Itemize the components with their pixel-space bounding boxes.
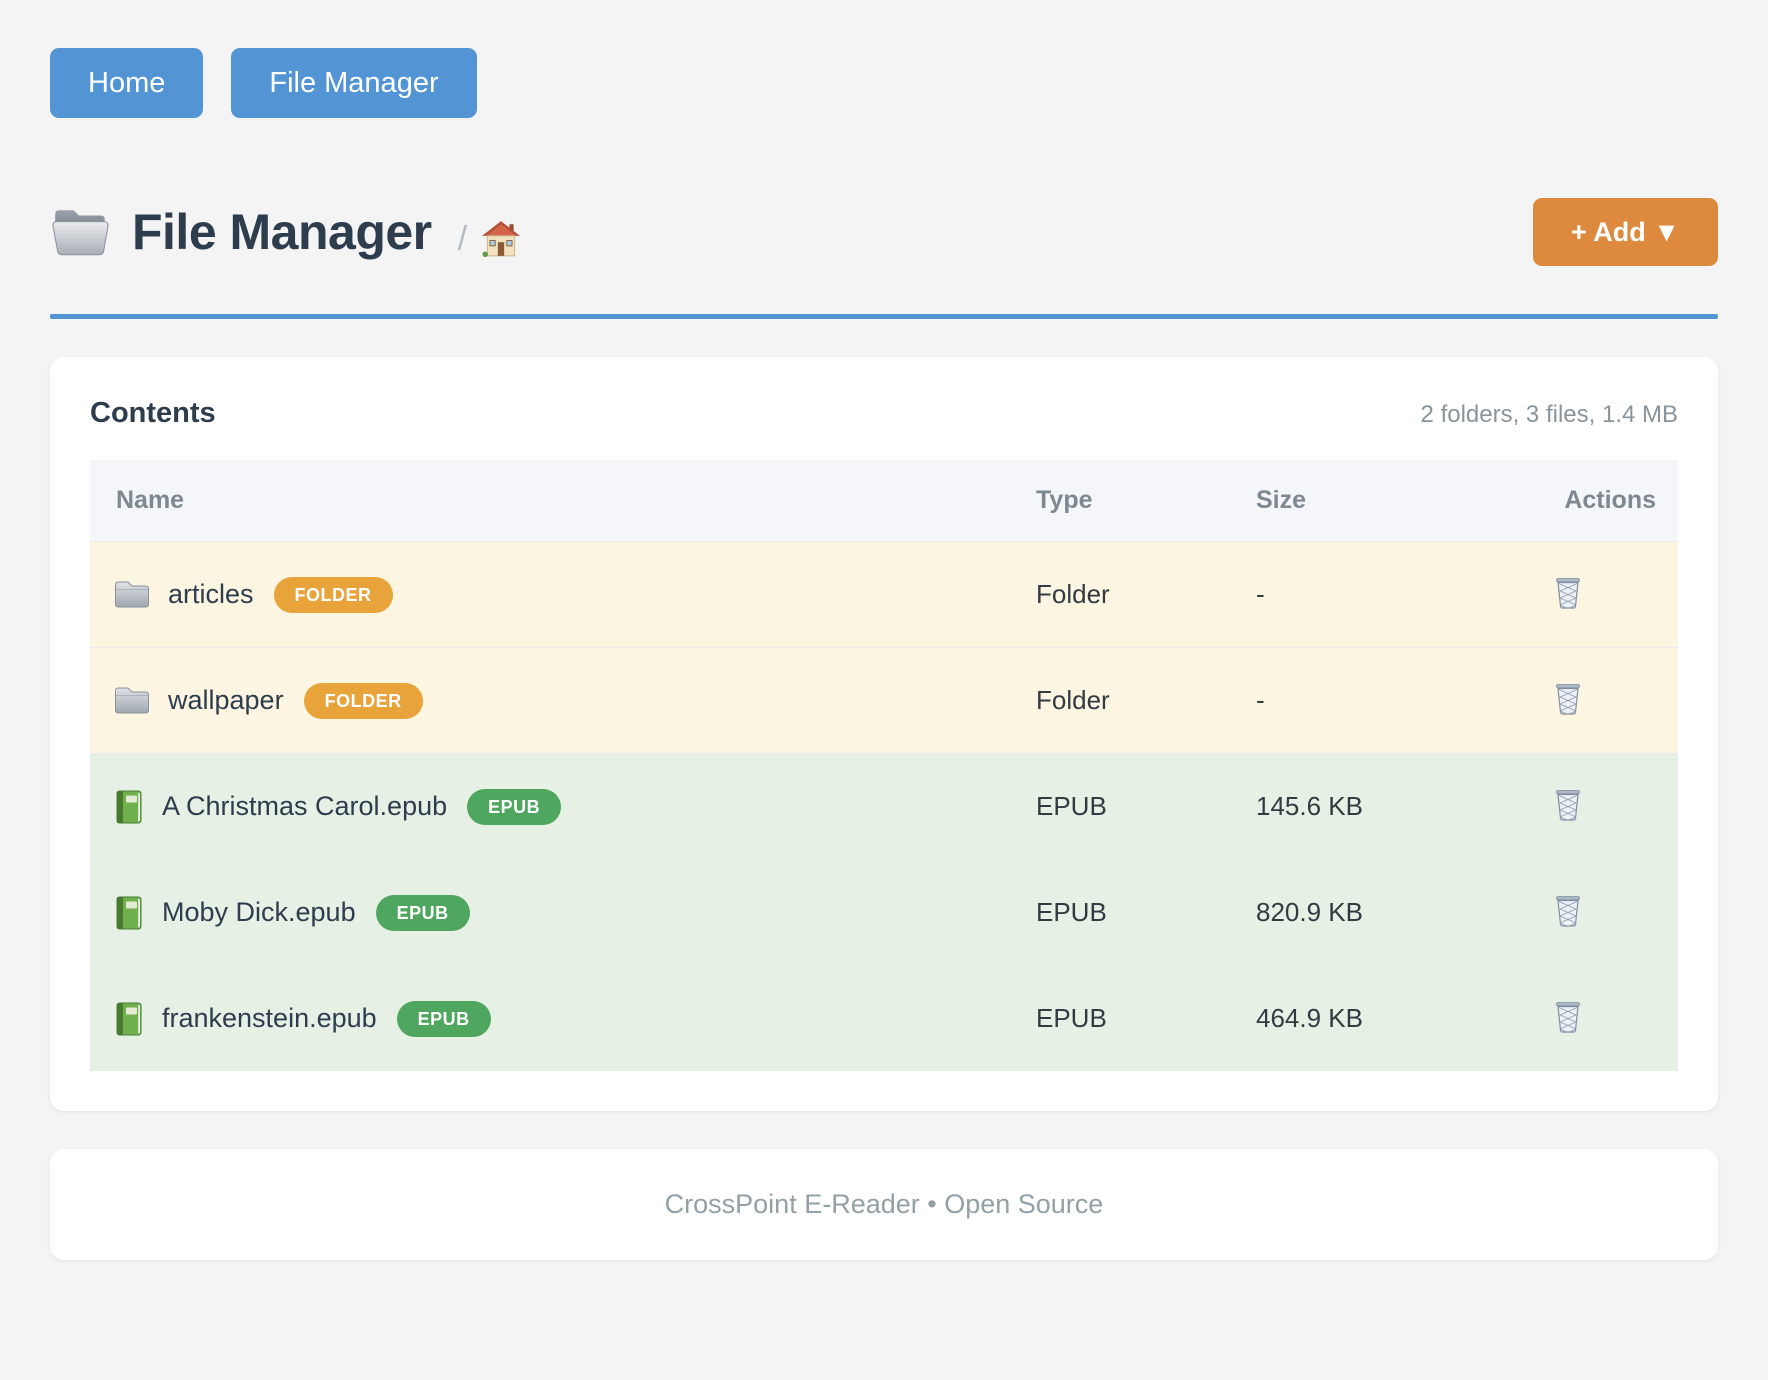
table-header-row: Name Type Size Actions — [90, 460, 1678, 542]
type-badge: FOLDER — [303, 682, 423, 719]
delete-button[interactable] — [1553, 788, 1583, 825]
item-name: wallpaper — [168, 685, 284, 715]
contents-header: Contents 2 folders, 3 files, 1.4 MB — [90, 397, 1678, 430]
book-icon — [116, 896, 142, 929]
table-row[interactable]: wallpaper FOLDER Folder - — [90, 647, 1678, 754]
home-button[interactable]: Home — [50, 48, 204, 118]
folder-icon — [115, 581, 149, 608]
type-badge: EPUB — [375, 894, 470, 931]
book-icon — [116, 1002, 142, 1035]
open-folder-icon — [52, 210, 109, 256]
trash-icon — [1556, 578, 1580, 609]
page-header: File Manager / + Add ▼ — [50, 198, 1718, 266]
file-table: Name Type Size Actions a — [90, 460, 1678, 1071]
size-cell: - — [1256, 541, 1506, 648]
size-cell: 820.9 KB — [1256, 859, 1506, 966]
title-divider — [50, 314, 1718, 319]
type-cell: EPUB — [1036, 965, 1256, 1071]
trash-icon — [1556, 684, 1580, 715]
type-cell: EPUB — [1036, 859, 1256, 966]
trash-icon — [1556, 896, 1580, 927]
contents-card: Contents 2 folders, 3 files, 1.4 MB Name… — [50, 357, 1718, 1111]
footer: CrossPoint E-Reader • Open Source — [50, 1149, 1718, 1260]
size-cell: - — [1256, 647, 1506, 754]
type-cell: EPUB — [1036, 753, 1256, 860]
table-row[interactable]: A Christmas Carol.epub EPUB EPUB 145.6 K… — [90, 753, 1678, 860]
size-cell: 145.6 KB — [1256, 753, 1506, 860]
delete-button[interactable] — [1553, 576, 1583, 613]
item-name: frankenstein.epub — [162, 1003, 377, 1033]
breadcrumb: / — [458, 220, 521, 259]
type-cell: Folder — [1036, 647, 1256, 754]
type-badge: EPUB — [467, 788, 562, 825]
item-name: articles — [168, 579, 254, 609]
trash-icon — [1556, 1002, 1580, 1033]
table-body: articles FOLDER Folder - — [90, 541, 1678, 1071]
column-header-actions: Actions — [1506, 460, 1678, 542]
size-cell: 464.9 KB — [1256, 965, 1506, 1071]
item-name: A Christmas Carol.epub — [162, 791, 448, 821]
home-breadcrumb-icon[interactable] — [481, 220, 521, 258]
contents-summary: 2 folders, 3 files, 1.4 MB — [1420, 401, 1678, 428]
page-title: File Manager — [132, 204, 432, 260]
column-header-name: Name — [90, 460, 1036, 542]
delete-button[interactable] — [1553, 894, 1583, 931]
table-row[interactable]: articles FOLDER Folder - — [90, 541, 1678, 648]
breadcrumb-separator: / — [457, 219, 468, 258]
type-cell: Folder — [1036, 541, 1256, 648]
footer-text: CrossPoint E-Reader • Open Source — [664, 1189, 1104, 1219]
type-badge: EPUB — [396, 1000, 491, 1037]
column-header-type: Type — [1036, 460, 1256, 542]
contents-title: Contents — [90, 397, 216, 429]
file-manager-button[interactable]: File Manager — [231, 48, 477, 118]
trash-icon — [1556, 790, 1580, 821]
add-button[interactable]: + Add ▼ — [1533, 198, 1718, 266]
title-group: File Manager / — [50, 203, 521, 261]
item-name: Moby Dick.epub — [162, 897, 356, 927]
table-row[interactable]: Moby Dick.epub EPUB EPUB 820.9 KB — [90, 859, 1678, 966]
book-icon — [116, 790, 142, 823]
folder-icon — [115, 687, 149, 714]
top-nav: Home File Manager — [50, 48, 1718, 118]
type-badge: FOLDER — [273, 576, 393, 613]
delete-button[interactable] — [1553, 1000, 1583, 1037]
column-header-size: Size — [1256, 460, 1506, 542]
table-row[interactable]: frankenstein.epub EPUB EPUB 464.9 KB — [90, 965, 1678, 1071]
delete-button[interactable] — [1553, 682, 1583, 719]
